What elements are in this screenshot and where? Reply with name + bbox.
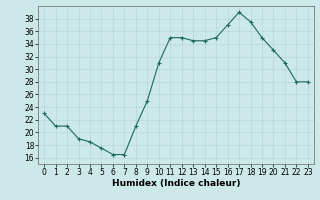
X-axis label: Humidex (Indice chaleur): Humidex (Indice chaleur) [112, 179, 240, 188]
